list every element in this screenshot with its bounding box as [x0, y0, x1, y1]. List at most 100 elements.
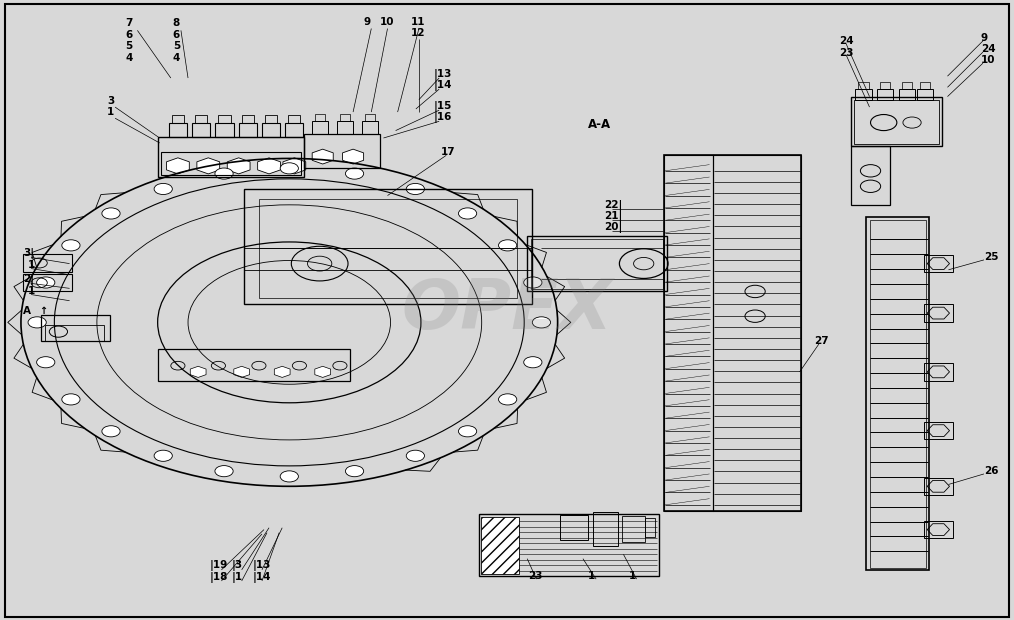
- Bar: [924, 422, 952, 440]
- Text: 24: 24: [981, 44, 996, 54]
- Text: 12: 12: [411, 28, 425, 38]
- Circle shape: [346, 168, 364, 179]
- Text: 10: 10: [379, 17, 393, 27]
- Bar: [664, 156, 713, 511]
- Bar: [560, 515, 588, 540]
- Text: |19: |19: [209, 560, 227, 571]
- Text: |14: |14: [252, 572, 272, 583]
- Bar: [924, 363, 952, 381]
- Text: |3: |3: [231, 560, 242, 571]
- Bar: [259, 198, 517, 298]
- Text: 2|: 2|: [23, 274, 34, 285]
- Text: |16: |16: [434, 112, 452, 123]
- Bar: [924, 304, 952, 322]
- Circle shape: [154, 450, 172, 461]
- Text: 26: 26: [984, 466, 999, 476]
- Text: 11: 11: [411, 17, 425, 27]
- Bar: [42, 315, 111, 341]
- Text: 23: 23: [528, 571, 542, 581]
- Circle shape: [532, 317, 551, 328]
- Bar: [265, 115, 277, 123]
- Bar: [664, 156, 801, 511]
- Bar: [877, 89, 892, 100]
- Bar: [917, 89, 933, 100]
- Bar: [241, 115, 254, 123]
- Bar: [362, 122, 378, 134]
- Bar: [337, 122, 353, 134]
- Bar: [160, 152, 301, 175]
- Bar: [859, 82, 869, 89]
- Circle shape: [37, 277, 55, 288]
- Circle shape: [523, 277, 541, 288]
- Text: 3|: 3|: [23, 248, 34, 259]
- Text: 22|: 22|: [604, 200, 623, 211]
- Text: 1: 1: [107, 107, 115, 117]
- Bar: [898, 89, 915, 100]
- Circle shape: [37, 356, 55, 368]
- Text: 1: 1: [588, 571, 595, 581]
- Circle shape: [280, 163, 298, 174]
- Text: 24: 24: [840, 36, 854, 46]
- Text: 27: 27: [814, 336, 828, 346]
- Circle shape: [407, 184, 425, 195]
- Text: 1: 1: [28, 286, 35, 296]
- Text: 17: 17: [441, 146, 456, 157]
- Text: 5: 5: [126, 42, 133, 51]
- Text: |15: |15: [434, 101, 452, 112]
- Text: 4: 4: [172, 53, 180, 63]
- Text: 4: 4: [126, 53, 133, 63]
- Text: |13: |13: [434, 69, 452, 80]
- Bar: [924, 255, 952, 272]
- Bar: [623, 516, 645, 542]
- Circle shape: [499, 240, 517, 251]
- Bar: [920, 82, 930, 89]
- Circle shape: [215, 168, 233, 179]
- Bar: [171, 115, 184, 123]
- Bar: [531, 239, 663, 289]
- Circle shape: [101, 426, 120, 437]
- Bar: [311, 122, 328, 134]
- Bar: [304, 134, 380, 168]
- Bar: [852, 146, 889, 205]
- Bar: [285, 123, 303, 137]
- Bar: [157, 137, 304, 177]
- Circle shape: [407, 450, 425, 461]
- Text: 23: 23: [840, 48, 854, 58]
- Bar: [856, 89, 872, 100]
- Circle shape: [280, 471, 298, 482]
- Bar: [481, 517, 519, 574]
- Text: |18: |18: [209, 572, 228, 583]
- Bar: [288, 115, 300, 123]
- Text: A: A: [23, 306, 31, 316]
- Text: 1: 1: [629, 571, 636, 581]
- Circle shape: [62, 240, 80, 251]
- Text: |14: |14: [434, 80, 452, 91]
- Text: 9: 9: [981, 33, 988, 43]
- Bar: [593, 512, 619, 546]
- Circle shape: [62, 394, 80, 405]
- Circle shape: [499, 394, 517, 405]
- Bar: [924, 477, 952, 495]
- Bar: [340, 114, 350, 122]
- Bar: [23, 254, 72, 272]
- Text: A-A: A-A: [588, 118, 611, 131]
- Bar: [238, 123, 257, 137]
- Circle shape: [28, 317, 47, 328]
- Bar: [314, 114, 324, 122]
- Bar: [852, 97, 942, 146]
- Bar: [901, 82, 912, 89]
- Text: 1: 1: [28, 260, 35, 270]
- Bar: [243, 189, 532, 304]
- Text: 5: 5: [172, 42, 180, 51]
- Text: 20|: 20|: [604, 223, 623, 233]
- Text: OPEX: OPEX: [402, 277, 612, 343]
- Circle shape: [458, 426, 477, 437]
- Text: 10: 10: [981, 55, 996, 65]
- Bar: [645, 518, 655, 537]
- Circle shape: [346, 466, 364, 477]
- Text: |1: |1: [231, 572, 242, 583]
- Bar: [218, 115, 230, 123]
- Bar: [527, 236, 667, 291]
- Bar: [879, 82, 889, 89]
- Text: 6: 6: [172, 30, 180, 40]
